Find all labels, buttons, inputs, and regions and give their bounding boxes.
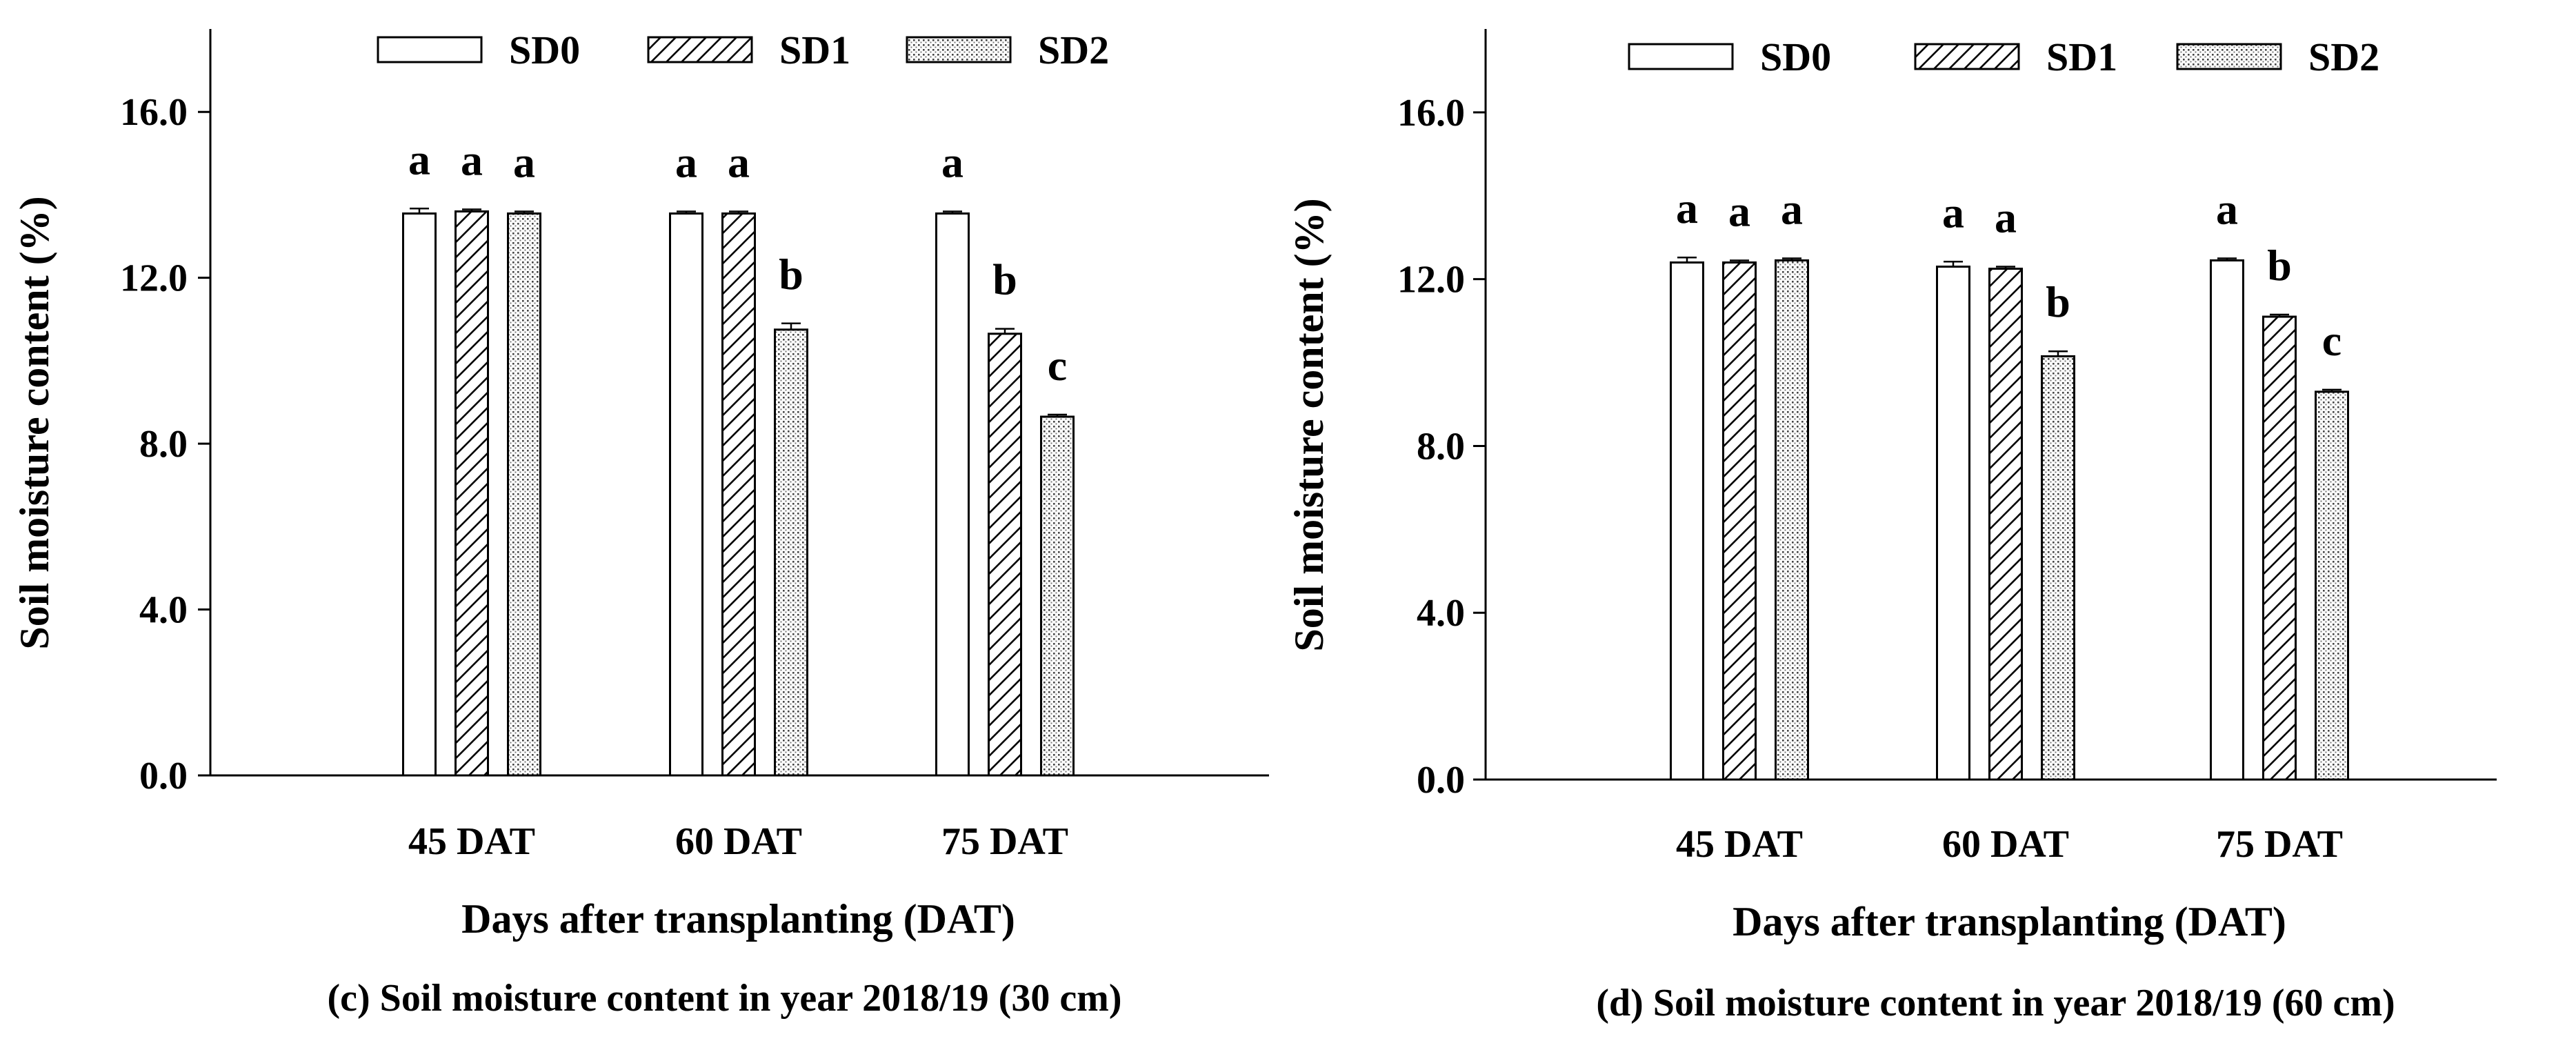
bar-sd1-45-dat bbox=[1722, 261, 1757, 781]
bar-sd2-60-dat bbox=[774, 328, 808, 777]
bar-sd1-45-dat bbox=[455, 210, 489, 777]
legend-label-sd1: SD1 bbox=[2046, 34, 2117, 79]
x-axis-title: Days after transplanting (DAT) bbox=[1733, 899, 2286, 944]
x-tick-label: 75 DAT bbox=[941, 820, 1068, 863]
bar-sd0-60-dat bbox=[669, 212, 703, 777]
legend-label-sd2: SD2 bbox=[1038, 28, 1109, 72]
significance-letter: a bbox=[1995, 193, 2017, 242]
legend-label-sd0: SD0 bbox=[1760, 34, 1831, 79]
bar-sd1-60-dat bbox=[1988, 268, 2023, 781]
bar-sd2-45-dat bbox=[1775, 259, 1809, 781]
panel-caption: (c) Soil moisture content in year 2018/1… bbox=[328, 977, 1122, 1020]
y-tick-label: 16.0 bbox=[1397, 92, 1465, 135]
significance-letter: a bbox=[941, 137, 963, 186]
significance-letter: a bbox=[1728, 186, 1750, 235]
significance-letter: a bbox=[408, 135, 430, 184]
y-tick-label: 0.0 bbox=[139, 755, 188, 797]
bar-sd1-60-dat bbox=[721, 212, 756, 777]
bar-sd0-45-dat bbox=[1670, 261, 1704, 781]
bar-sd2-75-dat bbox=[2315, 390, 2349, 781]
bar-sd0-60-dat bbox=[1936, 266, 1970, 781]
bar-sd0-75-dat bbox=[2210, 259, 2244, 781]
bar-sd2-60-dat bbox=[2041, 355, 2075, 781]
legend-swatch-sd1 bbox=[1914, 43, 2020, 70]
x-tick-label: 75 DAT bbox=[2216, 823, 2343, 866]
x-tick-label: 45 DAT bbox=[408, 820, 535, 863]
legend-swatch-sd0 bbox=[1628, 43, 1734, 70]
bar-sd2-75-dat bbox=[1040, 415, 1075, 777]
y-axis-title: Soil moisture content (%) bbox=[12, 196, 57, 649]
legend-label-sd0: SD0 bbox=[509, 28, 580, 72]
legend-label-sd1: SD1 bbox=[779, 28, 850, 72]
legend-swatch-sd1 bbox=[647, 36, 753, 63]
significance-letter: a bbox=[1942, 188, 1964, 237]
significance-letter: a bbox=[1781, 184, 1803, 233]
bar-sd2-45-dat bbox=[507, 212, 541, 777]
legend-swatch-sd2 bbox=[906, 36, 1012, 63]
panel-caption: (d) Soil moisture content in year 2018/1… bbox=[1596, 982, 2395, 1024]
x-axis-title: Days after transplanting (DAT) bbox=[461, 896, 1015, 942]
significance-letter: a bbox=[461, 135, 483, 184]
significance-letter: a bbox=[1676, 184, 1698, 232]
y-tick-label: 16.0 bbox=[120, 91, 188, 134]
x-tick-label: 60 DAT bbox=[675, 820, 802, 863]
significance-letter: b bbox=[2046, 277, 2070, 326]
significance-letter: b bbox=[779, 250, 803, 299]
significance-letter: a bbox=[2216, 184, 2238, 233]
significance-letter: a bbox=[728, 137, 750, 186]
significance-letter: c bbox=[1048, 341, 1067, 390]
y-tick-label: 0.0 bbox=[1417, 759, 1465, 802]
bar-sd0-75-dat bbox=[935, 212, 970, 777]
legend-swatch-sd2 bbox=[2176, 43, 2282, 70]
y-tick-label: 4.0 bbox=[1417, 592, 1465, 635]
y-tick-label: 8.0 bbox=[1417, 425, 1465, 468]
y-tick-label: 12.0 bbox=[1397, 259, 1465, 301]
y-tick-label: 4.0 bbox=[139, 589, 188, 632]
significance-letter: c bbox=[2322, 316, 2342, 365]
y-tick-label: 12.0 bbox=[120, 257, 188, 300]
bar-sd1-75-dat bbox=[2262, 315, 2297, 781]
bar-sd1-75-dat bbox=[988, 333, 1022, 777]
significance-letter: b bbox=[2267, 241, 2292, 290]
bar-sd0-45-dat bbox=[402, 212, 437, 777]
x-tick-label: 45 DAT bbox=[1676, 823, 1803, 866]
significance-letter: a bbox=[513, 137, 535, 186]
significance-letter: b bbox=[992, 255, 1017, 304]
legend-label-sd2: SD2 bbox=[2308, 34, 2379, 79]
legend-swatch-sd0 bbox=[377, 36, 483, 63]
y-tick-label: 8.0 bbox=[139, 423, 188, 466]
x-tick-label: 60 DAT bbox=[1942, 823, 2069, 866]
significance-letter: a bbox=[675, 137, 697, 186]
y-axis-title: Soil moisture content (%) bbox=[1286, 198, 1332, 651]
